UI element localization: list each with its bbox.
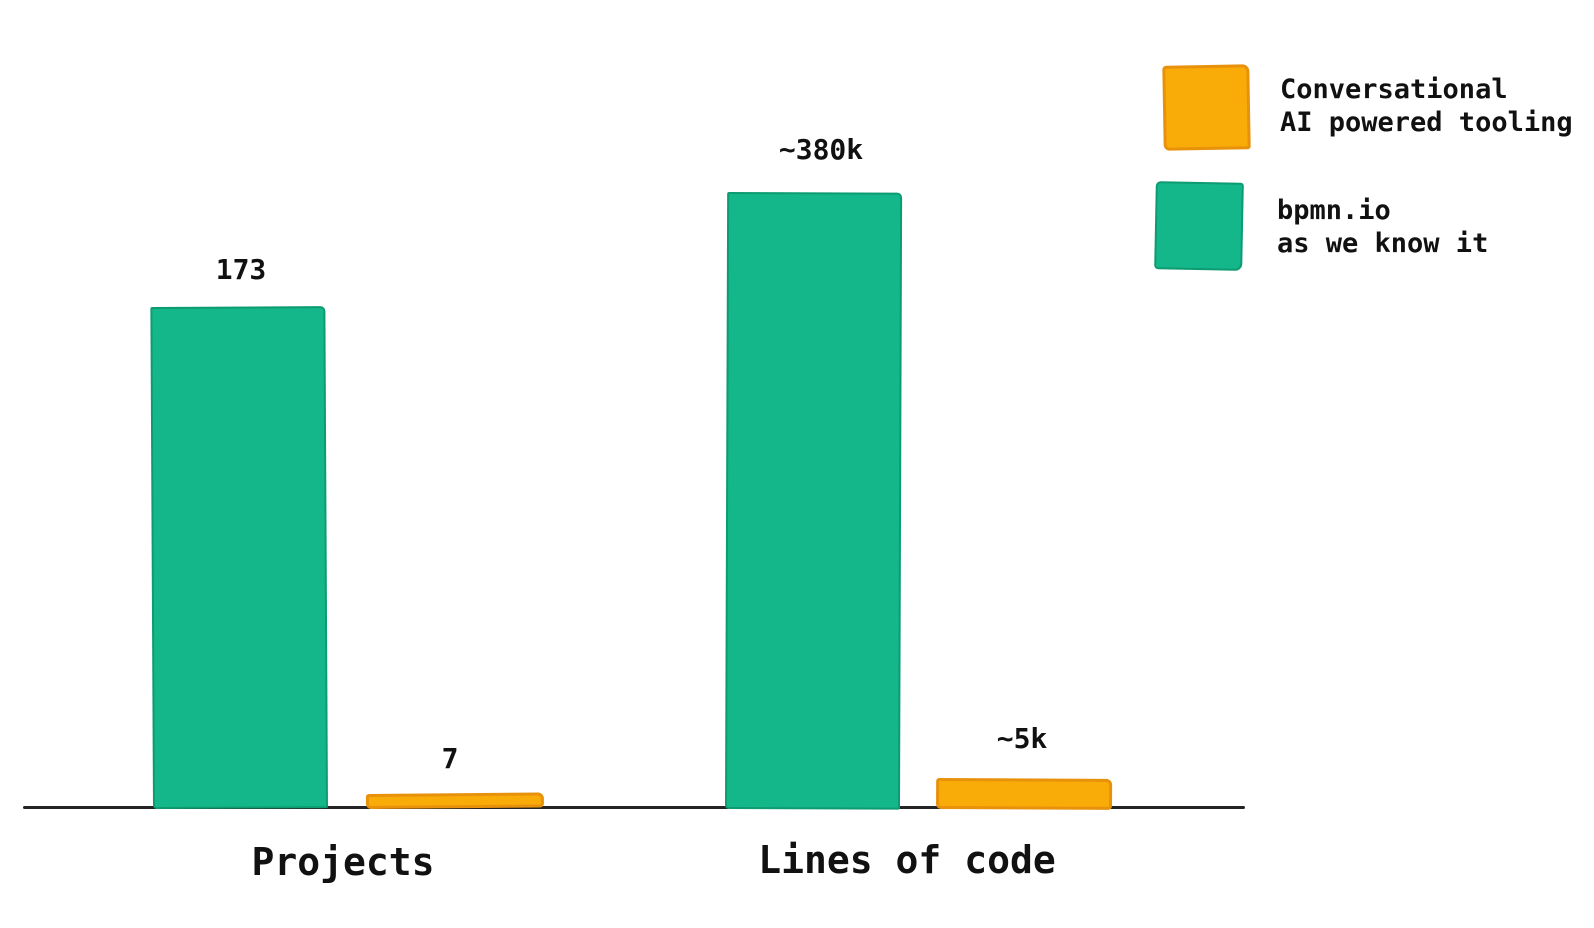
legend-swatch-bpmnio — [1154, 181, 1244, 271]
legend-label-line: bpmn.io — [1277, 195, 1391, 226]
bar-conversational-projects — [365, 792, 544, 809]
value-label-conversational-projects: 7 — [441, 742, 459, 775]
legend-label-bpmnio: bpmn.io as we know it — [1277, 182, 1488, 260]
value-label-bpmnio-projects: 173 — [215, 253, 267, 286]
bar-bpmnio-lines-of-code — [725, 192, 903, 810]
value-label-bpmnio-lines-of-code: ~380k — [778, 133, 864, 166]
legend-item-bpmnio: bpmn.io as we know it — [1154, 181, 1488, 271]
legend-swatch-conversational-ai — [1162, 64, 1251, 151]
bar-bpmnio-projects — [150, 306, 328, 809]
legend-label-line: Conversational — [1280, 74, 1508, 105]
legend-label-line: AI powered tooling — [1280, 107, 1573, 138]
legend-label-line: as we know it — [1277, 228, 1489, 259]
category-label-lines-of-code: Lines of code — [758, 838, 1056, 882]
legend-item-conversational-ai: Conversational AI powered tooling — [1162, 64, 1573, 151]
category-label-projects: Projects — [251, 840, 435, 884]
bar-conversational-lines-of-code — [936, 778, 1113, 810]
legend-label-conversational-ai: Conversational AI powered tooling — [1280, 65, 1573, 139]
value-label-conversational-lines-of-code: ~5k — [996, 722, 1048, 755]
x-axis-line — [23, 806, 1245, 809]
